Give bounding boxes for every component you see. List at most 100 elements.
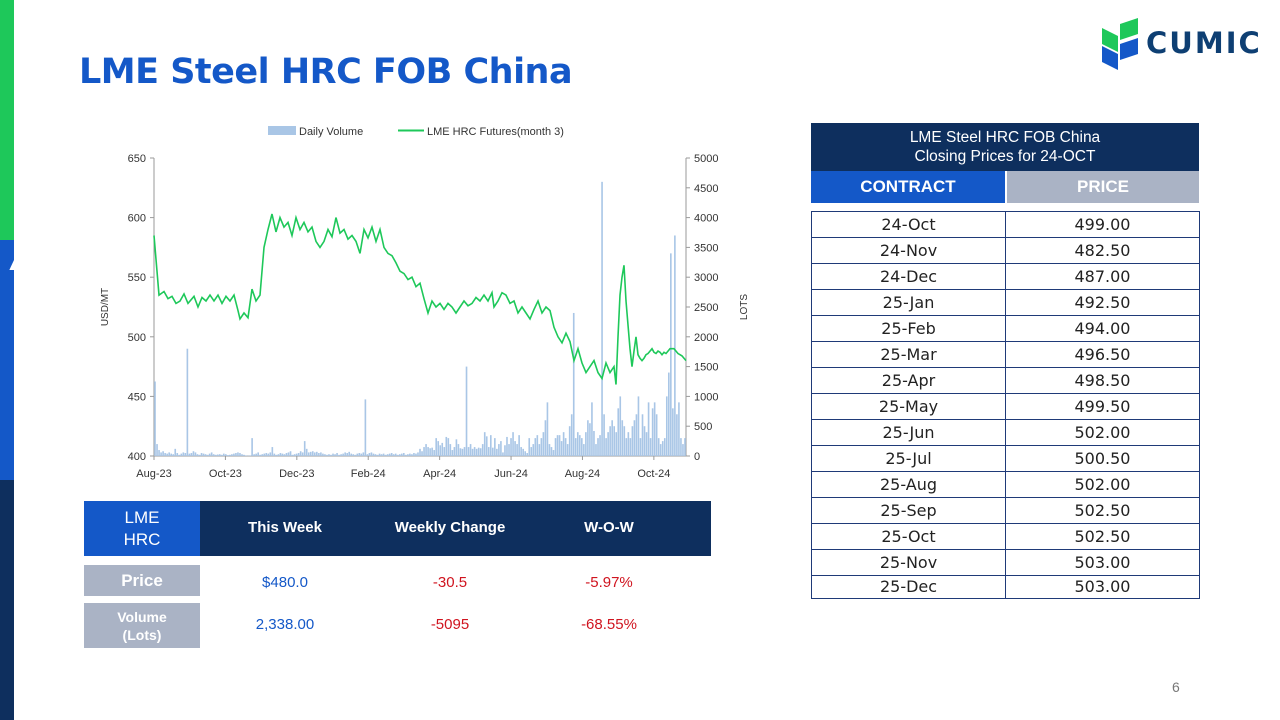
volume-bar (643, 426, 646, 456)
volume-bar (216, 454, 219, 456)
volume-bar (471, 448, 474, 456)
volume-bar (309, 451, 312, 456)
corner-label-line1: LME (124, 507, 160, 527)
header-weekly-change: Weekly Change (394, 519, 506, 536)
volume-bar (382, 453, 385, 456)
volume-bar (190, 453, 193, 456)
volume-bar (249, 455, 251, 456)
volume-bar (206, 454, 209, 456)
column-header-contract: CONTRACT (811, 171, 1005, 203)
price-cell: 502.00 (1074, 475, 1131, 494)
volume-bar (405, 454, 407, 456)
volume-bar (524, 451, 526, 456)
volume-bar (467, 447, 470, 456)
volume-bar (667, 372, 670, 456)
right-tick-label: 3000 (694, 272, 718, 284)
volume-bar (498, 444, 500, 456)
volume-bar (154, 381, 156, 456)
x-tick-label: Oct-24 (637, 468, 670, 480)
volume-bar (556, 435, 559, 456)
contract-cell: 24-Oct (812, 212, 1006, 237)
volume-bar (214, 454, 217, 456)
volume-bar (182, 452, 185, 456)
volume-bar (374, 454, 377, 456)
volume-bar (370, 452, 373, 456)
volume-bar (338, 454, 340, 456)
volume-bar (433, 450, 435, 456)
volume-bar (196, 454, 199, 456)
right-axis-title: LOTS (739, 294, 750, 320)
right-tick-label: 4000 (694, 213, 718, 225)
left-tick-label: 450 (128, 391, 146, 403)
volume-bar (629, 438, 632, 456)
volume-bar (273, 453, 276, 456)
contract-rows: 24-Oct 499.00 24-Nov 482.50 24-Dec 487.00 25-J… (811, 211, 1200, 599)
volume-bar (271, 447, 274, 456)
volume-bar (528, 438, 531, 456)
volume-bar (356, 453, 359, 456)
contract-title-line2: Closing Prices for 24-OCT (914, 148, 1096, 165)
volume-bar (682, 444, 684, 456)
volume-bar (475, 448, 478, 456)
price-cell: 492.50 (1074, 293, 1131, 312)
price-cell: 494.00 (1074, 319, 1131, 338)
volume-bar (564, 438, 567, 456)
volume-bar (358, 453, 361, 456)
volume-bar (678, 402, 680, 456)
volume-bar (289, 451, 292, 456)
price-cell: 496.50 (1074, 345, 1131, 364)
volume-bar (429, 448, 431, 456)
summary-corner-label: LME HRC (84, 501, 200, 556)
volume-bar (326, 454, 328, 456)
page-number: 6 (1172, 679, 1180, 695)
table-row: 25-Jun 502.00 (812, 420, 1199, 446)
volume-bar (407, 454, 409, 456)
table-row: 25-Sep 502.50 (812, 498, 1199, 524)
volume-bar (210, 452, 213, 456)
volume-bar (362, 452, 365, 456)
volume-bar (576, 432, 579, 456)
volume-bar (340, 454, 342, 456)
volume-bar (350, 453, 353, 456)
volume-bar (672, 408, 674, 456)
volume-bar (394, 453, 397, 456)
contract-cell: 25-Jan (812, 290, 1006, 315)
left-tick-label: 600 (128, 213, 146, 225)
table-row: 25-Jan 492.50 (812, 290, 1199, 316)
volume-bar (396, 454, 399, 456)
left-tick-label: 500 (128, 332, 146, 344)
volume-bar (245, 455, 247, 456)
volume-bar (674, 235, 676, 456)
volume-bar (597, 438, 599, 456)
table-row: 24-Nov 482.50 (812, 238, 1199, 264)
volume-bar (364, 399, 367, 456)
volume-bar (388, 453, 391, 456)
volume-bar (655, 414, 658, 456)
volume-bar (504, 445, 506, 456)
volume-bar (516, 444, 518, 456)
volume-bar (168, 452, 170, 456)
volume-bar (257, 452, 259, 456)
volume-bar (336, 453, 338, 456)
volume-bar (360, 453, 363, 456)
volume-bar (198, 454, 201, 456)
x-tick-label: Dec-23 (279, 468, 314, 480)
logo-text: CUMIC (1146, 26, 1262, 60)
volume-bar (684, 438, 686, 456)
price-cell: 499.00 (1074, 215, 1131, 234)
right-tick-label: 1000 (694, 391, 718, 403)
volume-bar (581, 438, 583, 456)
volume-bar (295, 453, 298, 456)
volume-bar (378, 453, 381, 456)
volume-bar (609, 426, 611, 456)
volume-bar (572, 312, 575, 456)
volume-bar (544, 420, 547, 456)
volume-bar (568, 426, 571, 456)
volume-bar (619, 396, 622, 456)
volume-bar (637, 396, 640, 456)
volume-bar (314, 452, 316, 456)
volume-bar (366, 454, 369, 456)
volume-bar (546, 402, 549, 456)
volume-bar (447, 438, 450, 456)
volume-bar (508, 444, 510, 456)
